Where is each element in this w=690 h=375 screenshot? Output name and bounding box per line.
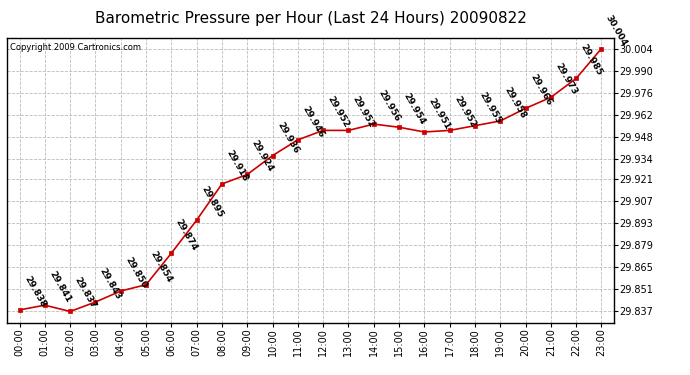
Text: 29.841: 29.841 bbox=[48, 270, 72, 304]
Text: 30.004: 30.004 bbox=[604, 13, 629, 48]
Text: 29.838: 29.838 bbox=[22, 274, 47, 309]
Text: 29.985: 29.985 bbox=[579, 43, 604, 78]
Text: 29.952: 29.952 bbox=[452, 95, 477, 130]
Text: 29.973: 29.973 bbox=[553, 62, 579, 96]
Text: 29.955: 29.955 bbox=[477, 90, 503, 125]
Text: 29.952: 29.952 bbox=[351, 95, 376, 130]
Text: Barometric Pressure per Hour (Last 24 Hours) 20090822: Barometric Pressure per Hour (Last 24 Ho… bbox=[95, 11, 526, 26]
Text: 29.850: 29.850 bbox=[124, 256, 148, 290]
Text: 29.918: 29.918 bbox=[224, 148, 250, 183]
Text: 29.954: 29.954 bbox=[402, 92, 427, 126]
Text: 29.895: 29.895 bbox=[199, 184, 224, 219]
Text: 29.924: 29.924 bbox=[250, 139, 275, 174]
Text: 29.952: 29.952 bbox=[326, 95, 351, 130]
Text: 29.966: 29.966 bbox=[528, 73, 553, 108]
Text: 29.956: 29.956 bbox=[376, 88, 402, 123]
Text: 29.946: 29.946 bbox=[300, 104, 326, 139]
Text: Copyright 2009 Cartronics.com: Copyright 2009 Cartronics.com bbox=[10, 43, 141, 52]
Text: 29.936: 29.936 bbox=[275, 120, 300, 155]
Text: 29.874: 29.874 bbox=[174, 217, 199, 252]
Text: 29.837: 29.837 bbox=[72, 276, 98, 311]
Text: 29.843: 29.843 bbox=[98, 267, 124, 301]
Text: 29.958: 29.958 bbox=[503, 86, 528, 120]
Text: 29.854: 29.854 bbox=[148, 249, 174, 284]
Text: 29.951: 29.951 bbox=[427, 96, 452, 131]
